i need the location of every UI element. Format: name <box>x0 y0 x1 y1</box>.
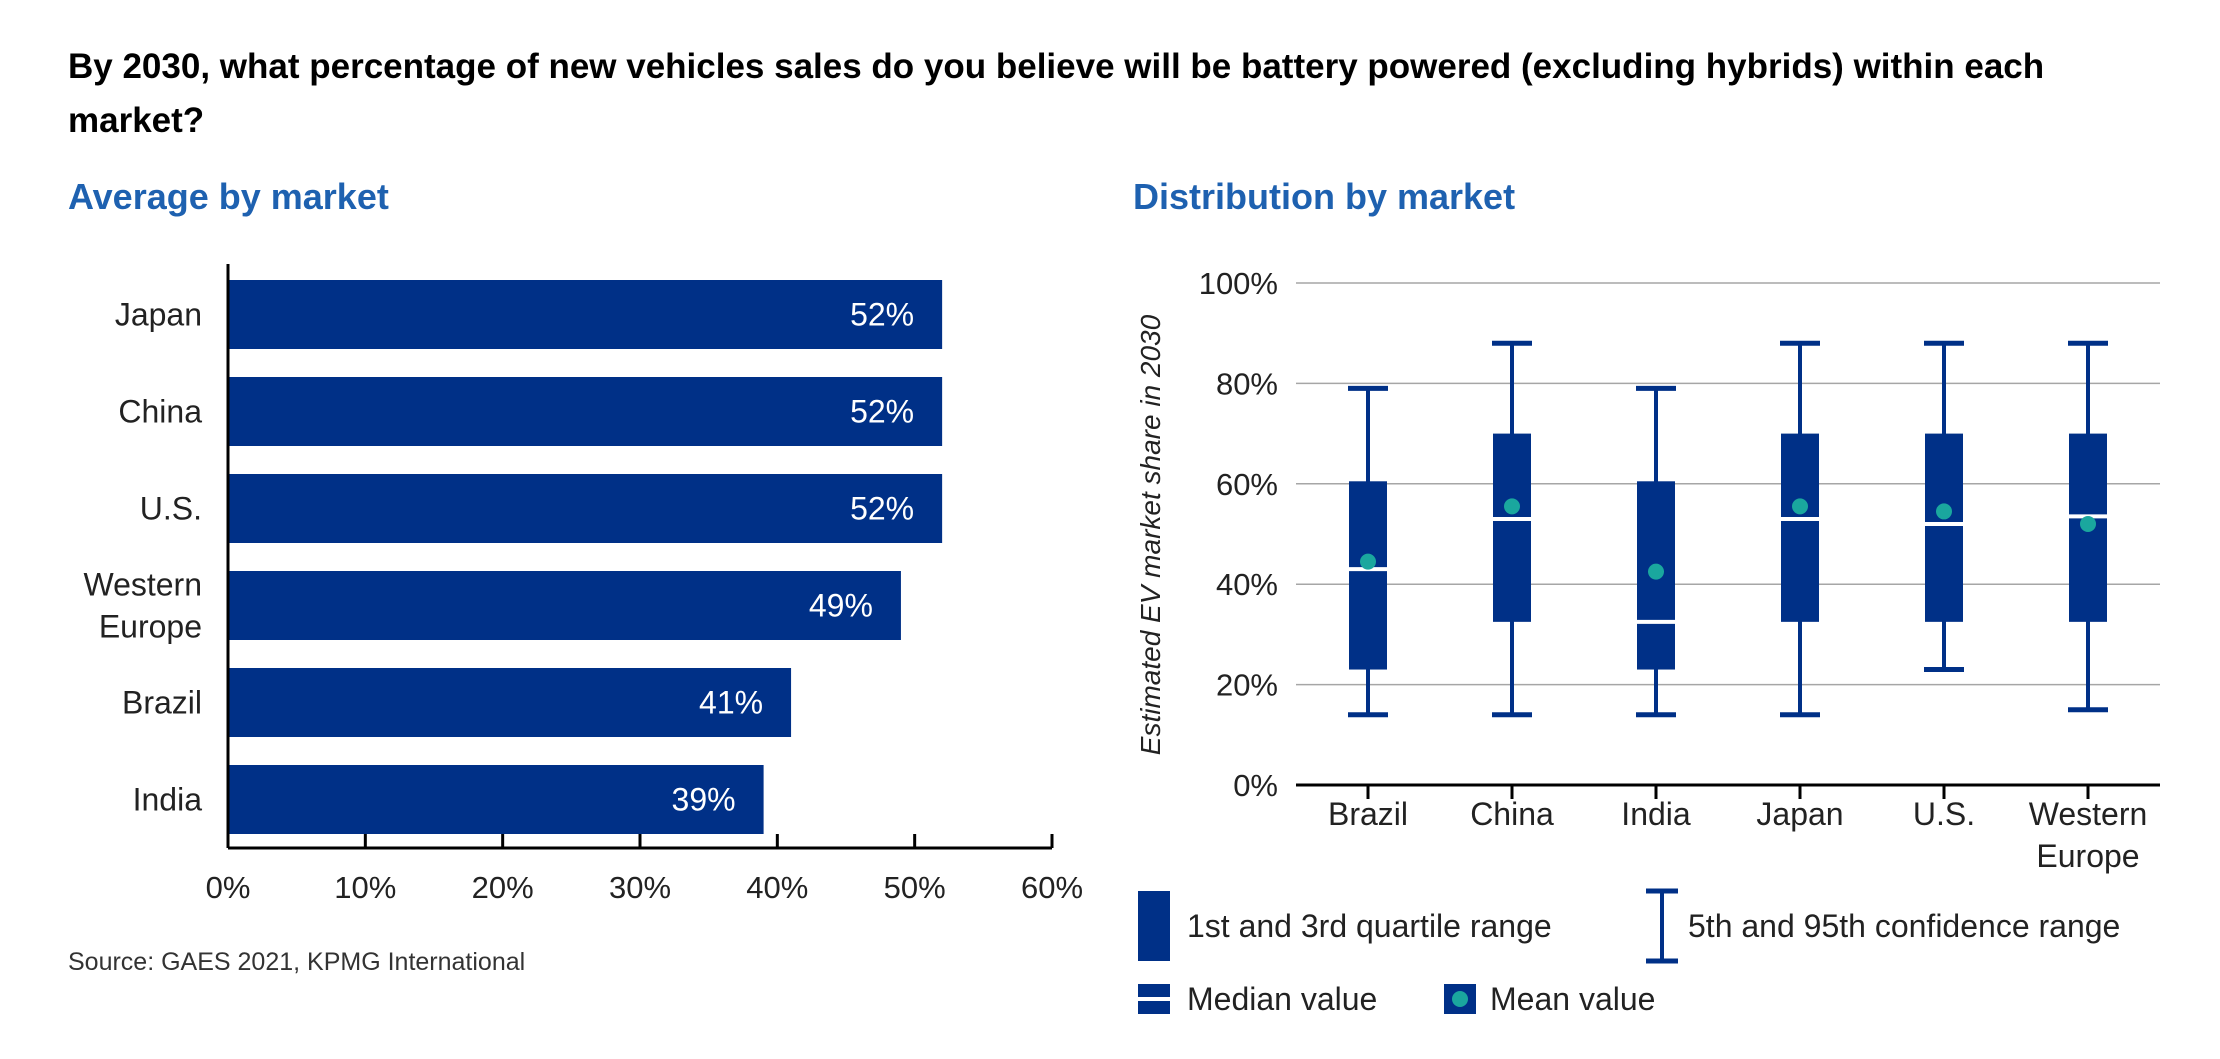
legend-confidence-label: 5th and 95th confidence range <box>1688 908 2120 944</box>
box-category-label-3: Japan <box>1756 796 1843 832</box>
boxplot-subtitle: Distribution by market <box>1133 176 1516 217</box>
box-y-tick-label-0: 0% <box>1233 768 1278 803</box>
box-mean-dot-2 <box>1648 563 1664 580</box>
bar-0 <box>228 280 943 349</box>
source-note: Source: GAES 2021, KPMG International <box>68 948 526 976</box>
bar-value-label-5: 39% <box>672 782 736 818</box>
bar-category-label-1: China <box>118 394 202 430</box>
box-quartile-4 <box>1925 433 1963 622</box>
box-mean-dot-5 <box>2080 515 2096 532</box>
bar-x-tick-label-1: 10% <box>334 870 396 905</box>
box-mean-dot-0 <box>1360 553 1376 570</box>
box-quartile-3 <box>1781 433 1819 622</box>
box-category-label-4: U.S. <box>1913 796 1975 832</box>
legend-quartile-swatch <box>1138 891 1170 961</box>
box-mean-dot-4 <box>1936 503 1952 520</box>
bar-x-tick-label-3: 30% <box>609 870 671 905</box>
legend-mean-label: Mean value <box>1490 981 1655 1017</box>
box-mean-dot-1 <box>1504 498 1520 515</box>
box-y-tick-label-5: 100% <box>1199 266 1278 301</box>
bar-3 <box>228 571 901 640</box>
bar-5 <box>228 765 764 834</box>
box-y-tick-label-1: 20% <box>1216 668 1278 703</box>
bar-value-label-0: 52% <box>850 297 914 333</box>
box-quartile-0 <box>1349 481 1387 670</box>
bar-1 <box>228 377 943 446</box>
box-y-tick-label-4: 80% <box>1216 366 1278 401</box>
bar-category-label-0: Japan <box>115 297 202 333</box>
legend-mean-dot <box>1452 991 1468 1007</box>
legend-quartile-label: 1st and 3rd quartile range <box>1187 908 1552 944</box>
box-category-label-5: Western Europe <box>2029 796 2148 874</box>
bar-chart-subtitle: Average by market <box>68 176 389 217</box>
bar-x-tick-label-0: 0% <box>206 870 251 905</box>
box-quartile-1 <box>1493 433 1531 622</box>
bar-value-label-2: 52% <box>850 491 914 527</box>
bar-4 <box>228 668 792 737</box>
bar-value-label-4: 41% <box>699 685 763 721</box>
legend-median-label: Median value <box>1187 981 1377 1017</box>
box-y-tick-label-2: 40% <box>1216 567 1278 602</box>
bar-x-tick-label-5: 50% <box>884 870 946 905</box>
bar-category-label-2: U.S. <box>140 491 202 527</box>
bar-category-label-4: Brazil <box>122 685 202 721</box>
box-category-label-1: China <box>1470 796 1554 832</box>
bar-category-label-3: Western Europe <box>83 567 202 645</box>
bar-value-label-1: 52% <box>850 394 914 430</box>
box-y-tick-label-3: 60% <box>1216 467 1278 502</box>
bar-x-tick-label-2: 20% <box>472 870 534 905</box>
bar-value-label-3: 49% <box>809 588 873 624</box>
bar-2 <box>228 474 943 543</box>
box-category-label-2: India <box>1621 796 1691 832</box>
box-y-axis-title: Estimated EV market share in 2030 <box>1135 314 1166 755</box>
bar-category-label-5: India <box>133 782 203 818</box>
box-mean-dot-3 <box>1792 498 1808 515</box>
question-title: By 2030, what percentage of new vehicles… <box>68 47 2045 140</box>
bar-x-tick-label-4: 40% <box>746 870 808 905</box>
box-category-label-0: Brazil <box>1328 796 1408 832</box>
bar-x-tick-label-6: 60% <box>1021 870 1083 905</box>
